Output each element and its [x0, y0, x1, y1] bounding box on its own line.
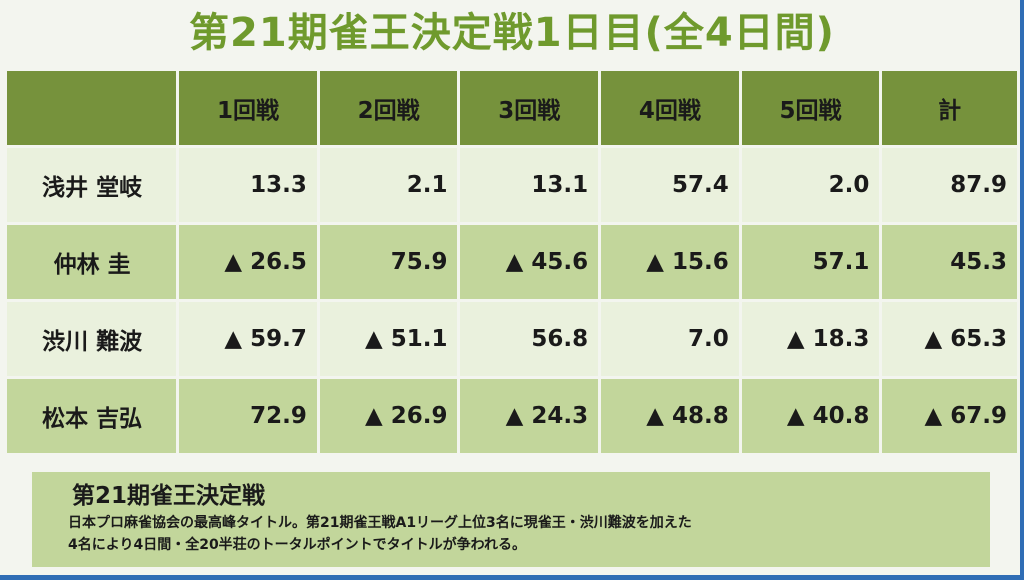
score-cell: ▲ 40.8 [741, 379, 880, 453]
table-row: 松本 吉弘 72.9 ▲ 26.9 ▲ 24.3 ▲ 48.8 ▲ 40.8 ▲… [7, 379, 1017, 453]
score-table: 1回戦 2回戦 3回戦 4回戦 5回戦 計 浅井 堂岐 13.3 2.1 13.… [4, 68, 1020, 456]
player-name: 浅井 堂岐 [7, 148, 177, 222]
score-cell: ▲ 18.3 [741, 302, 880, 376]
score-cell: ▲ 26.5 [179, 225, 317, 299]
header-row: 1回戦 2回戦 3回戦 4回戦 5回戦 計 [7, 71, 1017, 145]
score-cell: 57.1 [741, 225, 880, 299]
score-cell: 57.4 [601, 148, 739, 222]
score-cell: ▲ 45.6 [460, 225, 599, 299]
page-title: 第21期雀王決定戦1日目(全4日間) [189, 10, 835, 56]
score-cell: 72.9 [179, 379, 317, 453]
total-cell: 45.3 [882, 225, 1017, 299]
table-row: 仲林 圭 ▲ 26.5 75.9 ▲ 45.6 ▲ 15.6 57.1 45.3 [7, 225, 1017, 299]
header-round-1: 1回戦 [179, 71, 317, 145]
header-round-2: 2回戦 [319, 71, 458, 145]
score-cell: 56.8 [460, 302, 599, 376]
total-cell: 87.9 [882, 148, 1017, 222]
score-cell: 13.1 [460, 148, 599, 222]
header-round-5: 5回戦 [741, 71, 880, 145]
score-cell: ▲ 59.7 [179, 302, 317, 376]
score-cell: 75.9 [319, 225, 458, 299]
info-box-body: 日本プロ麻雀協会の最高峰タイトル。第21期雀王戦A1リーグ上位3名に現雀王・渋川… [68, 515, 692, 553]
total-cell: ▲ 65.3 [882, 302, 1017, 376]
score-cell: 7.0 [601, 302, 739, 376]
header-round-3: 3回戦 [460, 71, 599, 145]
header-corner [7, 71, 177, 145]
score-cell: ▲ 24.3 [460, 379, 599, 453]
player-name: 仲林 圭 [7, 225, 177, 299]
header-total: 計 [882, 71, 1017, 145]
score-cell: ▲ 15.6 [601, 225, 739, 299]
info-box: 第21期雀王決定戦 日本プロ麻雀協会の最高峰タイトル。第21期雀王戦A1リーグ上… [32, 472, 990, 567]
score-cell: ▲ 51.1 [319, 302, 458, 376]
score-cell: ▲ 26.9 [319, 379, 458, 453]
score-cell: 2.0 [741, 148, 880, 222]
score-cell: 13.3 [179, 148, 317, 222]
score-cell: ▲ 48.8 [601, 379, 739, 453]
score-cell: 2.1 [319, 148, 458, 222]
table-row: 浅井 堂岐 13.3 2.1 13.1 57.4 2.0 87.9 [7, 148, 1017, 222]
header-round-4: 4回戦 [601, 71, 739, 145]
info-box-title: 第21期雀王決定戦 [72, 483, 266, 509]
total-cell: ▲ 67.9 [882, 379, 1017, 453]
player-name: 渋川 難波 [7, 302, 177, 376]
player-name: 松本 吉弘 [7, 379, 177, 453]
table-row: 渋川 難波 ▲ 59.7 ▲ 51.1 56.8 7.0 ▲ 18.3 ▲ 65… [7, 302, 1017, 376]
